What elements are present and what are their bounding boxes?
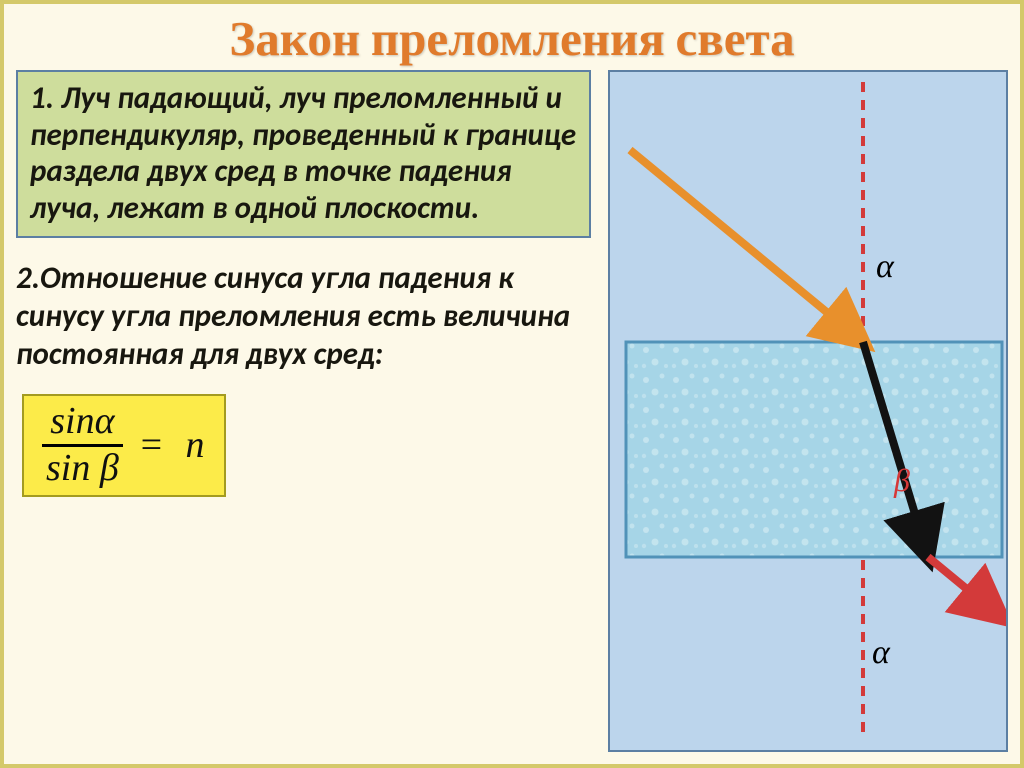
result-n: n: [185, 424, 204, 466]
alpha-label-top: α: [876, 248, 894, 286]
law-part-1-text: Луч падающий, луч преломленный и перпенд…: [30, 79, 576, 227]
alpha-label-bottom: α: [872, 634, 890, 672]
water-medium-rect: [626, 342, 1002, 557]
right-column-diagram: α β α: [608, 70, 1008, 752]
incident-ray: [630, 150, 863, 342]
snell-formula: sinα sin β = n: [22, 394, 226, 497]
law-part-1-prefix: 1.: [30, 79, 54, 117]
beta-label: β: [894, 462, 910, 499]
law-part-1-box: 1. Луч падающий, луч преломленный и перп…: [16, 70, 591, 238]
law-part-2-prefix: 2.: [16, 259, 40, 297]
page-title: Закон преломления света: [4, 4, 1020, 70]
left-column: 1. Луч падающий, луч преломленный и перп…: [16, 70, 591, 497]
exit-ray: [928, 557, 1002, 618]
law-part-2-text: Отношение синуса угла падения к синусу у…: [16, 259, 570, 373]
refraction-diagram: [610, 72, 1006, 748]
denominator: sin β: [42, 447, 123, 489]
slide-frame: Закон преломления света 1. Луч падающий,…: [0, 0, 1024, 768]
equals-sign: =: [138, 424, 164, 466]
numerator: sinα: [42, 402, 123, 447]
law-part-2-box: 2.Отношение синуса угла падения к синусу…: [16, 258, 591, 375]
content-area: 1. Луч падающий, луч преломленный и перп…: [4, 70, 1020, 760]
fraction: sinα sin β: [42, 402, 123, 489]
